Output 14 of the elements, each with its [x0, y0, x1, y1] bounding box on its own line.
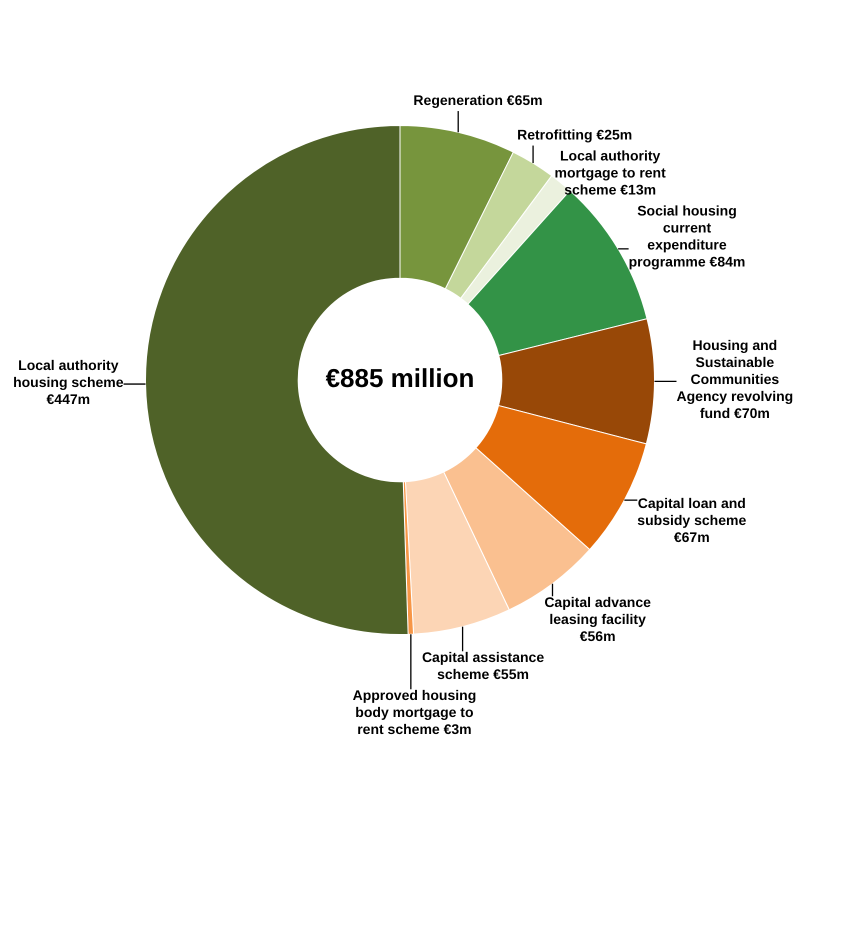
- slice-label: Capital advance leasing facility: [544, 594, 652, 628]
- slice-label: Housing and Sustainable Communities Agency revolving fund €70m: [676, 337, 794, 422]
- data-label: €56m: [580, 628, 616, 644]
- data-label: €447m: [46, 391, 90, 408]
- slice-label: Approved housing body mortgage to rent scheme €3m: [352, 687, 476, 738]
- slice-label: Local authority mortgage to rent scheme €13m: [554, 147, 666, 198]
- text: €885 million: [326, 363, 474, 394]
- slice-label: Local authority housing scheme: [13, 357, 124, 390]
- slice-label: Retrofitting €25m: [517, 126, 632, 142]
- slice-label: Regeneration €65m: [413, 92, 543, 108]
- slice-label: Capital assistance scheme €55m: [422, 649, 544, 682]
- data-label: €67m: [674, 528, 710, 545]
- slice-label: Social housing current expenditure programme €84m: [628, 202, 746, 270]
- slice-label: Capital loan and subsidy scheme: [637, 494, 746, 528]
